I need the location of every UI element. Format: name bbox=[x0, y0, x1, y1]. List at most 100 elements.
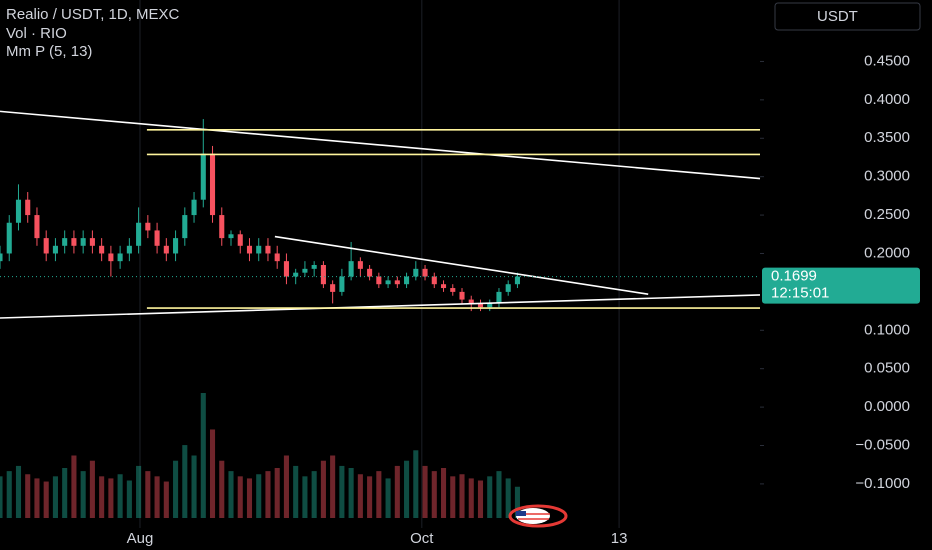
candle-body bbox=[431, 276, 437, 285]
volume-bar bbox=[154, 476, 160, 518]
plot bbox=[0, 0, 764, 528]
candle-body bbox=[182, 215, 188, 239]
y-tick-label: 0.2500 bbox=[864, 206, 910, 223]
candle-body bbox=[339, 276, 345, 292]
volume-bar bbox=[311, 471, 317, 518]
volume-bar bbox=[394, 465, 400, 518]
volume-bar bbox=[126, 480, 132, 518]
candle-body bbox=[468, 299, 474, 304]
y-tick-label: 0.4000 bbox=[864, 91, 910, 108]
volume-bar bbox=[367, 476, 373, 518]
volume-bar bbox=[357, 474, 363, 518]
candle-body bbox=[99, 245, 105, 254]
x-tick-label: Aug bbox=[127, 530, 154, 547]
candle-body bbox=[71, 238, 77, 246]
candle-body bbox=[15, 199, 22, 223]
volume-bar bbox=[459, 474, 465, 518]
volume-bar bbox=[80, 471, 86, 518]
candle-body bbox=[385, 280, 391, 285]
candle-body bbox=[89, 238, 95, 246]
volume-bar bbox=[182, 445, 188, 518]
candle-body bbox=[200, 153, 206, 200]
candle-body bbox=[246, 245, 253, 254]
volume-bar bbox=[219, 460, 225, 518]
candle-body bbox=[404, 276, 410, 285]
candle-body bbox=[136, 222, 142, 246]
candle-body bbox=[283, 261, 289, 277]
volume-bar bbox=[293, 465, 299, 518]
volume-bar bbox=[283, 455, 289, 518]
y-tick-label: 0.0500 bbox=[864, 360, 910, 377]
currency-button[interactable] bbox=[774, 2, 921, 31]
volume-bar bbox=[496, 471, 502, 518]
candle-body bbox=[348, 261, 354, 277]
volume-bar bbox=[163, 481, 169, 518]
candle-body bbox=[0, 253, 3, 262]
chart-title: Realio / USDT, 1D, MEXC bbox=[6, 6, 180, 23]
candle-body bbox=[145, 222, 151, 231]
candle-body bbox=[34, 215, 40, 239]
volume-bar bbox=[173, 460, 179, 518]
volume-bar bbox=[505, 478, 511, 518]
volume-bar bbox=[339, 465, 345, 518]
volume-bar bbox=[43, 481, 49, 518]
indicator-label: Vol · RIO bbox=[6, 25, 67, 42]
y-tick-label: 0.4500 bbox=[864, 52, 910, 69]
candle-body bbox=[514, 276, 520, 285]
candle-body bbox=[422, 268, 428, 277]
volume-bar bbox=[52, 476, 58, 518]
last-price-tag bbox=[762, 267, 920, 304]
x-tick-label: 13 bbox=[611, 530, 628, 547]
candle-body bbox=[293, 272, 299, 277]
candle-body bbox=[163, 245, 169, 254]
volume-bar bbox=[274, 468, 280, 518]
volume-bar bbox=[376, 471, 382, 518]
candle-body bbox=[80, 238, 86, 246]
volume-bar bbox=[108, 478, 114, 518]
volume-bar bbox=[62, 468, 68, 518]
volume-bar bbox=[265, 471, 271, 518]
volume-bar bbox=[330, 455, 336, 518]
candle-body bbox=[6, 222, 12, 254]
y-tick-label: 0.1000 bbox=[864, 321, 910, 338]
x-tick-label: Oct bbox=[410, 530, 434, 547]
drawn-line bbox=[0, 294, 761, 319]
volume-bar bbox=[431, 471, 437, 518]
volume-bar bbox=[200, 393, 206, 518]
candle-body bbox=[237, 234, 243, 246]
volume-bar bbox=[99, 476, 105, 518]
candle-body bbox=[394, 280, 400, 285]
volume-bar bbox=[468, 478, 474, 518]
candle-body bbox=[228, 234, 234, 239]
candle-body bbox=[219, 215, 225, 239]
candle-body bbox=[52, 245, 58, 254]
volume-bar bbox=[15, 465, 22, 518]
candle-body bbox=[154, 230, 160, 246]
candle-body bbox=[126, 245, 132, 254]
indicator-label: Mm P (5, 13) bbox=[6, 43, 92, 60]
last-price-label: 0.1699 bbox=[771, 268, 817, 285]
y-tick-label: −0.1000 bbox=[855, 475, 910, 492]
candle-body bbox=[367, 268, 373, 277]
candle-body bbox=[209, 153, 216, 216]
volume-bar bbox=[209, 429, 216, 518]
candle-body bbox=[357, 261, 363, 269]
volume-bar bbox=[89, 460, 95, 518]
volume-bar bbox=[237, 476, 243, 518]
volume-bar bbox=[0, 476, 3, 518]
currency-label[interactable]: USDT bbox=[817, 8, 858, 25]
candle-body bbox=[108, 253, 114, 262]
volume-bar bbox=[136, 465, 142, 518]
volume-bar bbox=[487, 476, 493, 518]
candle-body bbox=[256, 245, 262, 254]
candle-body bbox=[173, 238, 179, 254]
volume-bar bbox=[117, 474, 123, 518]
y-tick-label: 0.0000 bbox=[864, 398, 910, 415]
volume-bar bbox=[246, 478, 253, 518]
candle-body bbox=[62, 238, 68, 246]
volume-bar bbox=[228, 471, 234, 518]
candle-body bbox=[376, 276, 382, 285]
candle-body bbox=[505, 284, 511, 292]
volume-bar bbox=[450, 476, 456, 518]
